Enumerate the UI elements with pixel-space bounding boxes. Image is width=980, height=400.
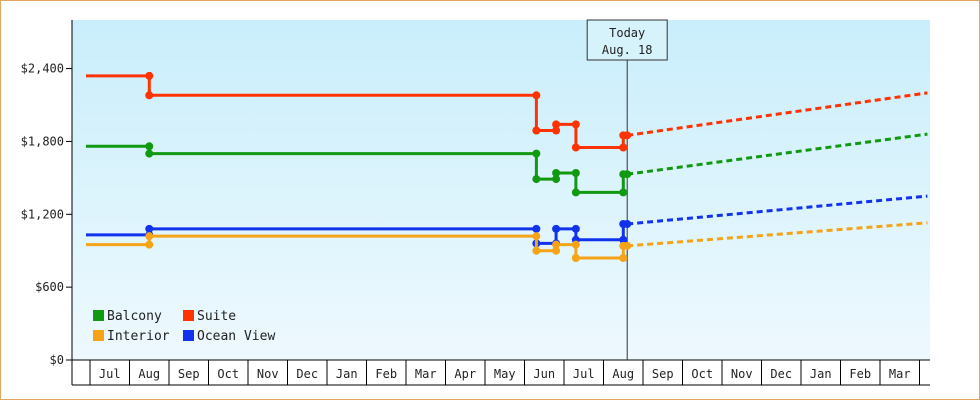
data-point-suite [571, 120, 580, 129]
data-point-balcony [552, 169, 561, 177]
month-label: Mar [889, 367, 911, 381]
y-tick-label: $1,800 [21, 134, 64, 148]
data-point-suite [552, 126, 561, 135]
data-point-balcony [532, 175, 541, 184]
data-point-interior [145, 232, 154, 241]
legend-label: Ocean View [197, 329, 275, 344]
today-callout-box [586, 19, 668, 61]
month-label: Dec [296, 367, 318, 381]
month-label: Jul [573, 367, 595, 381]
month-label: Sep [652, 367, 674, 381]
today-callout-title: Today [609, 26, 645, 40]
data-point-suite [145, 91, 154, 100]
month-label: Jan [336, 367, 358, 381]
legend-swatch [93, 330, 104, 341]
data-point-ocean-view [552, 224, 561, 233]
data-point-interior [571, 240, 580, 249]
month-label: Aug [612, 367, 634, 381]
y-tick-label: $1,200 [21, 207, 64, 221]
data-point-ocean-view [532, 224, 541, 233]
data-point-interior [145, 240, 154, 249]
y-tick-label: $0 [50, 353, 64, 367]
legend-label: Balcony [107, 309, 162, 324]
data-point-interior [532, 232, 541, 241]
y-tick-label: $2,400 [21, 62, 64, 76]
month-label: Dec [770, 367, 792, 381]
y-axis: $0 $600 $1,200 $1,800 $2,400 [21, 20, 73, 367]
month-label: Apr [454, 367, 476, 381]
data-point-interior [552, 246, 561, 255]
data-point-balcony [619, 188, 628, 197]
month-label: Oct [217, 367, 239, 381]
forecast-line-ocean-view [627, 194, 928, 226]
month-label: Jul [99, 367, 121, 381]
legend-swatch [183, 310, 194, 321]
data-point-balcony [571, 188, 580, 197]
data-point-interior [619, 254, 628, 262]
data-point-balcony [623, 170, 632, 179]
data-point-suite [532, 91, 541, 100]
today-callout-date: Aug. 18 [602, 43, 653, 57]
month-label: Nov [731, 367, 753, 381]
month-label: Sep [178, 367, 200, 381]
data-point-balcony [571, 169, 580, 177]
legend-swatch [183, 330, 194, 341]
data-point-ocean-view [623, 220, 632, 228]
plot-area [72, 20, 930, 360]
data-point-interior [623, 241, 632, 250]
forecast-line-suite [626, 91, 928, 137]
x-axis: Jul Aug Sep Oct Nov Dec Jan Feb Mar Apr May Jun Jul A… [71, 359, 930, 386]
data-point-balcony [145, 142, 154, 151]
data-point-suite [552, 120, 561, 129]
month-label: Oct [691, 367, 713, 381]
month-label: Feb [849, 367, 871, 381]
data-point-balcony [532, 149, 541, 158]
legend-label: Suite [197, 309, 236, 324]
month-label: May [494, 367, 516, 381]
data-point-balcony [145, 149, 154, 158]
data-point-suite [623, 131, 632, 140]
data-point-ocean-view [145, 224, 154, 233]
month-label: Jun [533, 367, 555, 381]
legend-label: Interior [107, 329, 170, 344]
today-marker: Today Aug. 18 [586, 19, 668, 360]
month-label: Mar [415, 367, 437, 381]
data-point-interior [532, 246, 541, 255]
legend: Balcony Suite Interior Ocean View [93, 309, 275, 344]
data-point-interior [571, 254, 580, 262]
data-point-balcony [552, 175, 561, 184]
data-point-ocean-view [571, 224, 580, 233]
forecast-line-interior [627, 221, 928, 248]
data-point-suite [571, 143, 580, 152]
forecast-line-balcony [627, 132, 928, 176]
month-label: Nov [257, 367, 279, 381]
data-point-ocean-view [619, 235, 628, 244]
data-point-suite [145, 71, 154, 80]
data-point-suite [619, 143, 628, 152]
series-lines [86, 71, 928, 262]
y-tick-label: $600 [35, 280, 64, 294]
month-label: Aug [138, 367, 160, 381]
month-label: Feb [375, 367, 397, 381]
month-label: Jan [810, 367, 832, 381]
data-point-suite [532, 126, 541, 135]
data-point-interior [552, 240, 561, 249]
legend-swatch [93, 310, 104, 321]
